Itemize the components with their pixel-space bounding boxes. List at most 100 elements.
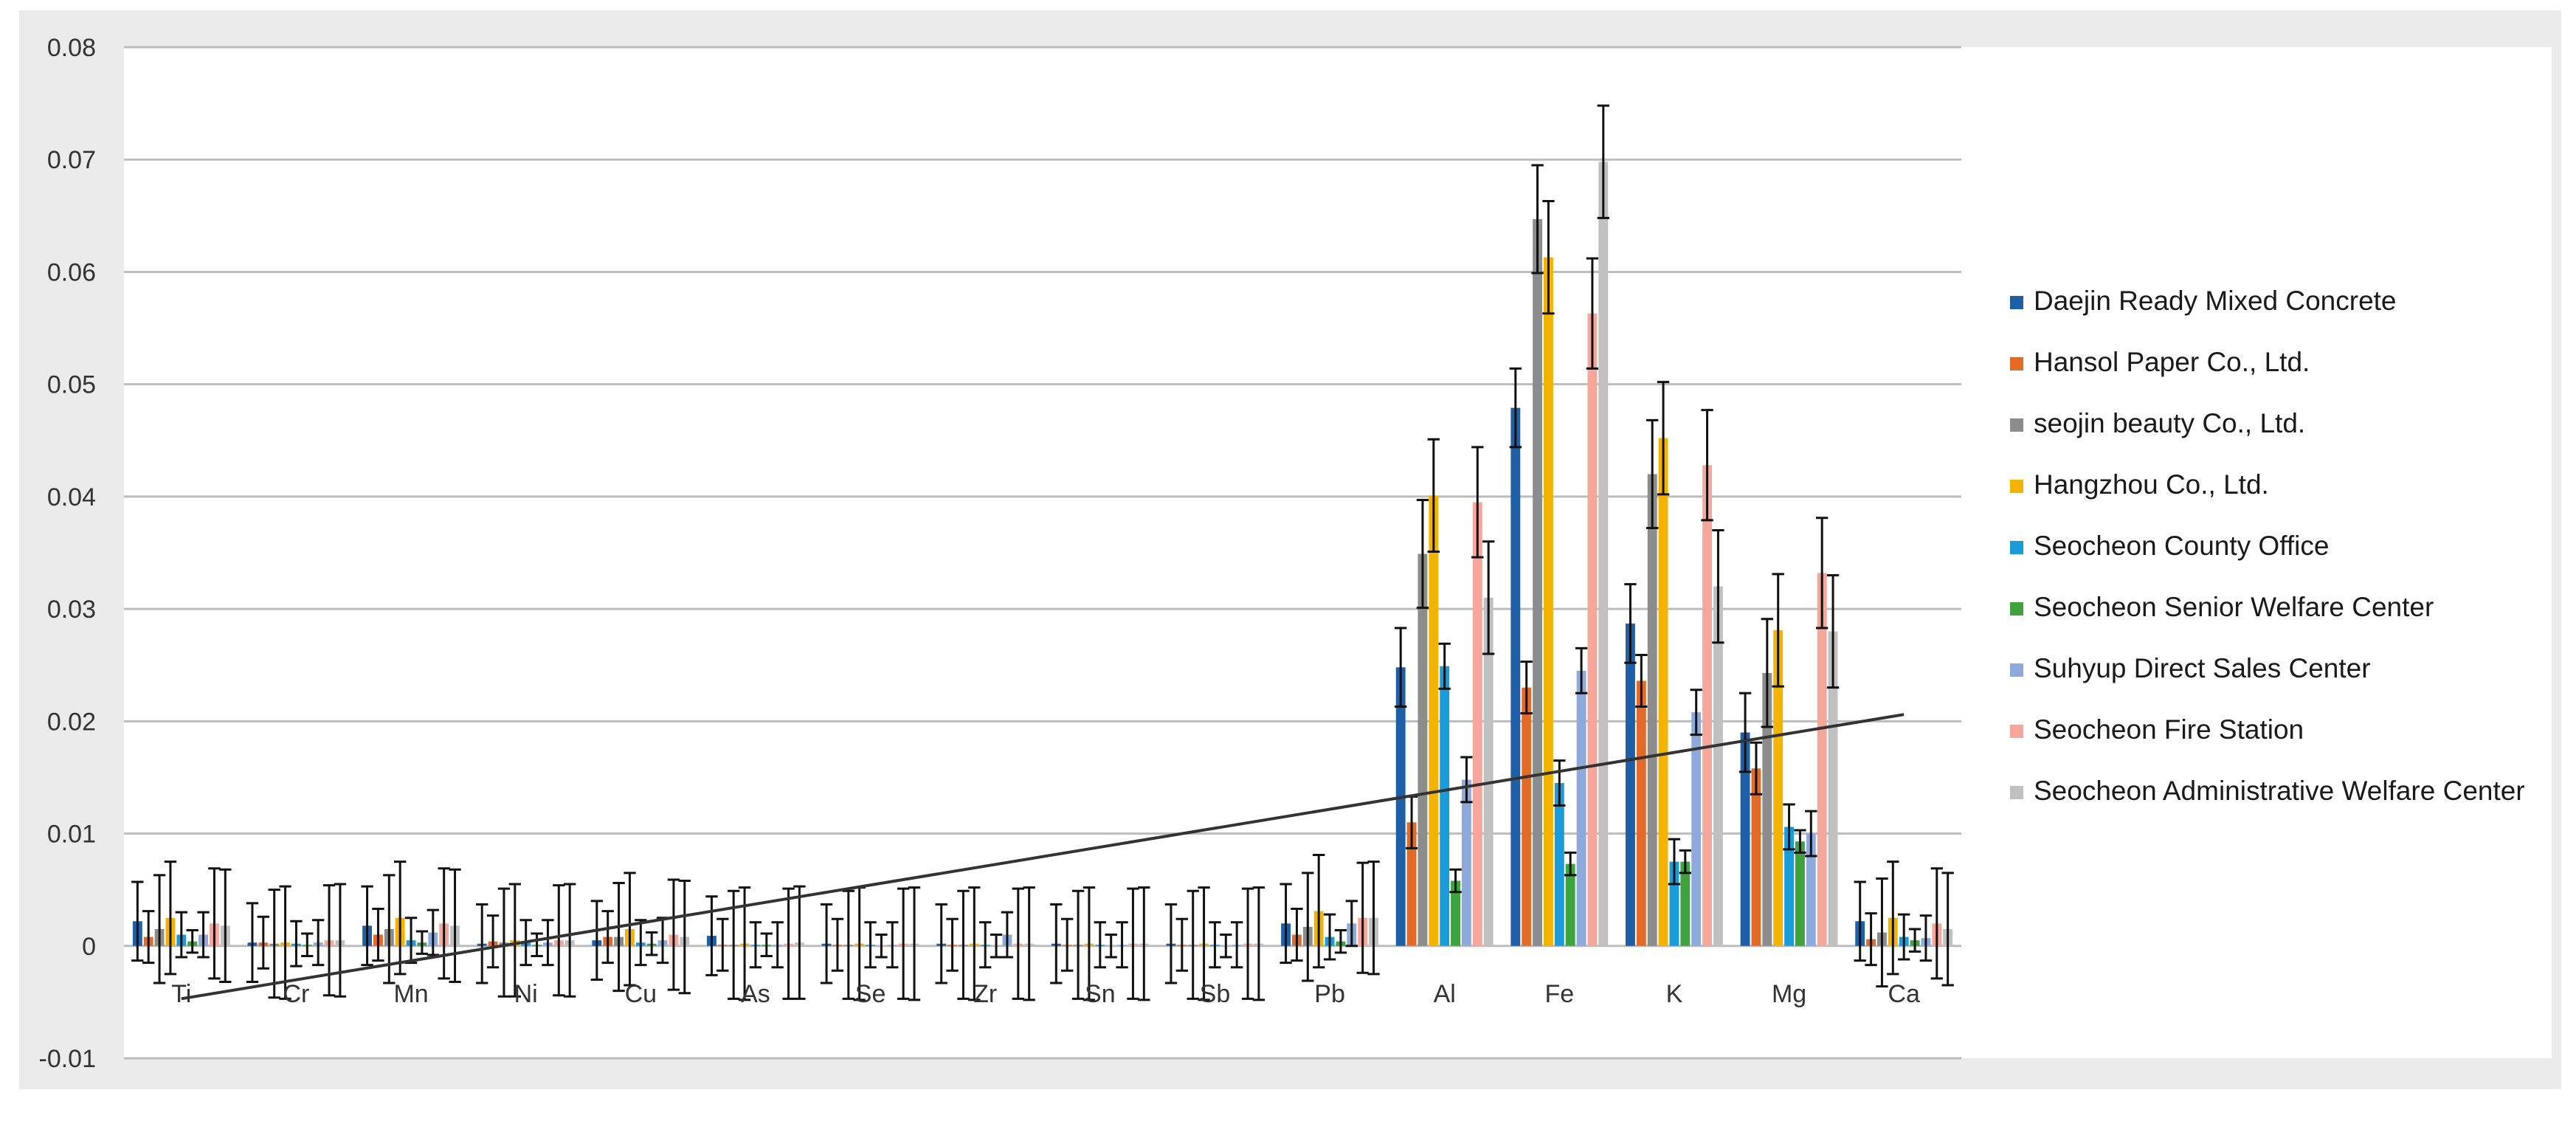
bar <box>1795 841 1805 946</box>
error-bar <box>1887 860 1899 976</box>
legend-swatch <box>2010 418 2023 432</box>
bar <box>1669 861 1679 946</box>
x-tick-label: K <box>1666 980 1683 1008</box>
legend-swatch <box>2010 786 2023 799</box>
y-tick-label: 0.06 <box>47 258 96 286</box>
error-bar <box>1138 886 1150 1001</box>
legend-item: Seocheon Fire Station <box>2010 714 2304 745</box>
error-bar <box>438 867 450 980</box>
legend-label: Hangzhou Co., Ltd. <box>2034 469 2269 500</box>
bar <box>1817 573 1827 946</box>
x-tick-label: Sn <box>1085 980 1116 1008</box>
error-bar <box>1482 540 1495 655</box>
error-bar <box>624 872 636 987</box>
error-bar <box>1930 867 1943 980</box>
error-bar <box>531 932 543 957</box>
error-bar <box>427 908 439 956</box>
error-bar <box>322 884 336 997</box>
bar <box>1510 407 1521 946</box>
bar <box>1680 861 1691 946</box>
x-axis-ticks: Ti Cr Mn Ni Cu As Se Zr Sn Sb Pb Al Fe K Mg Ca <box>171 980 1920 1008</box>
legend-background <box>1961 47 2552 1058</box>
error-bar <box>1427 438 1440 553</box>
error-bar <box>1815 517 1829 630</box>
error-bar <box>831 917 844 972</box>
error-bar <box>476 903 488 984</box>
error-bar <box>1231 921 1243 969</box>
bar <box>1806 833 1816 946</box>
x-tick-label: Fe <box>1544 980 1574 1008</box>
error-bar <box>1701 409 1713 522</box>
error-bar <box>1783 803 1795 851</box>
error-bar <box>1750 741 1763 796</box>
error-bar <box>1624 583 1637 664</box>
error-bar <box>886 921 899 969</box>
error-bar <box>301 932 314 957</box>
error-bar <box>1898 913 1910 961</box>
error-bar <box>946 917 959 972</box>
error-bar <box>1291 908 1303 962</box>
bar <box>1626 623 1635 946</box>
error-bar <box>771 921 784 969</box>
legend-swatch <box>2010 541 2023 554</box>
error-bar <box>279 885 291 1000</box>
x-tick-label: Zr <box>973 980 997 1008</box>
error-bar <box>1635 654 1648 708</box>
error-bar <box>1175 917 1189 972</box>
error-bar <box>563 883 576 998</box>
error-bar <box>793 885 806 1000</box>
error-bar <box>968 886 981 1001</box>
error-bar <box>197 911 210 959</box>
error-bar <box>979 921 992 969</box>
error-bar <box>497 887 511 998</box>
legend-swatch <box>2010 296 2023 309</box>
legend-label: Seocheon County Office <box>2034 531 2329 561</box>
bar <box>1565 863 1575 946</box>
y-tick-label: -0.01 <box>39 1045 97 1073</box>
error-bar <box>842 889 854 1000</box>
legend-swatch <box>2010 602 2023 615</box>
error-bar <box>1520 660 1533 715</box>
trendline-group <box>181 713 1905 1001</box>
legend-swatch <box>2010 663 2023 677</box>
error-bar <box>1220 934 1232 959</box>
bar <box>1406 822 1417 946</box>
bar <box>1740 732 1750 946</box>
legend-label: Seocheon Fire Station <box>2034 714 2304 745</box>
error-bar <box>897 887 910 1000</box>
x-tick-label: Sb <box>1200 980 1231 1008</box>
error-bar <box>864 921 877 969</box>
error-bar <box>1061 917 1074 972</box>
bar <box>1451 880 1460 946</box>
error-bar <box>1127 887 1139 1000</box>
error-bar <box>1082 886 1096 1001</box>
bar <box>1440 666 1450 946</box>
error-bar <box>875 934 888 959</box>
legend-item: Hansol Paper Co., Ltd. <box>2010 347 2310 377</box>
error-bar <box>1531 164 1544 275</box>
error-bar <box>1094 921 1106 969</box>
error-bar <box>1712 529 1724 644</box>
legend: Daejin Ready Mixed Concrete Hansol Paper … <box>2010 286 2525 806</box>
legend-item: Hangzhou Co., Ltd. <box>2010 469 2269 500</box>
y-tick-label: 0.07 <box>47 146 96 174</box>
legend-label: seojin beauty Co., Ltd. <box>2034 408 2305 438</box>
x-tick-label: Pb <box>1314 980 1345 1008</box>
error-bar <box>361 885 373 967</box>
error-bar <box>716 917 729 972</box>
error-bar <box>1738 691 1752 773</box>
y-tick-label: 0.02 <box>47 708 96 736</box>
error-bar <box>1023 886 1035 1001</box>
y-tick-label: 0.03 <box>47 596 96 624</box>
bar <box>1702 465 1712 946</box>
error-bar <box>164 860 177 976</box>
error-bar <box>1050 903 1063 984</box>
error-bar <box>646 931 658 956</box>
error-bar <box>449 868 461 983</box>
legend-item: Seocheon County Office <box>2010 531 2329 561</box>
error-bar <box>553 884 565 997</box>
x-tick-label: Mn <box>393 980 428 1008</box>
x-tick-label: Ca <box>1888 980 1920 1008</box>
error-bar <box>782 887 795 1000</box>
